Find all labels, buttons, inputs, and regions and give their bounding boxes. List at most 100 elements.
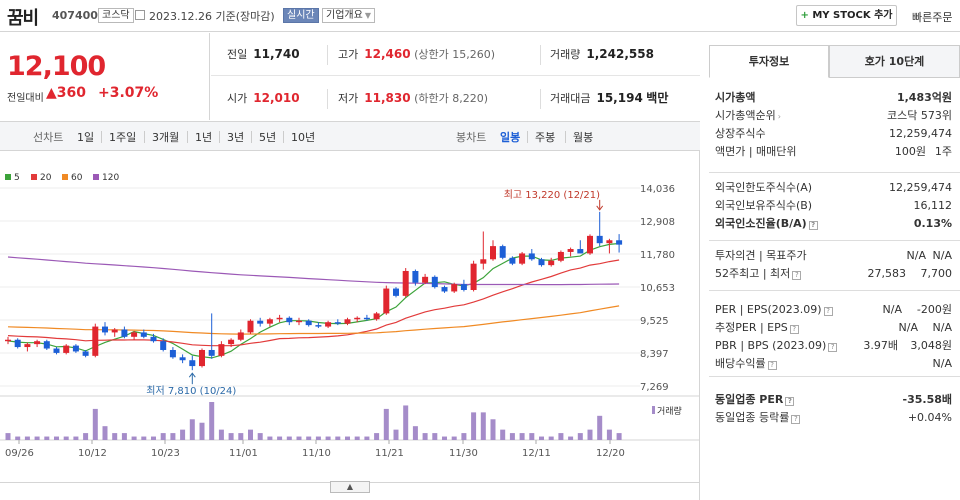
candle-daily[interactable]: 일봉 — [500, 131, 521, 144]
listed-shares-value: 12,259,474 — [889, 127, 952, 140]
candle-body — [111, 329, 118, 333]
foreign-ratio-label: 외국인소진율(B/A)? — [715, 215, 818, 233]
volume-bar — [131, 436, 137, 440]
candle-body — [24, 344, 31, 348]
candle-monthly[interactable]: 월봉 — [573, 131, 594, 144]
candle-body — [140, 332, 147, 337]
candle-body — [189, 360, 196, 367]
amount-value: 15,194 — [596, 91, 643, 105]
y-tick-label: 14,036 — [640, 184, 675, 195]
period-5y[interactable]: 5년 — [259, 131, 277, 144]
candle-body — [480, 259, 487, 264]
candle-body — [354, 317, 361, 320]
volume-bar — [73, 436, 79, 440]
volume-bar — [529, 433, 535, 440]
industry-change-label: 동일업종 등락률? — [715, 409, 801, 427]
high-price: 고가 12,460 (상한가 15,260) — [338, 33, 495, 76]
reference-date: 2023.12.26 기준(장마감) — [149, 10, 275, 23]
legend-ma20: 20 — [31, 173, 51, 183]
volume-bar — [606, 429, 612, 440]
candle-body — [587, 235, 593, 254]
scroll-handle-icon[interactable]: ▲ — [330, 481, 370, 493]
open-price: 시가 12,010 — [227, 77, 300, 120]
period-3m[interactable]: 3개월 — [152, 131, 180, 144]
chevron-right-icon[interactable]: › — [777, 112, 781, 121]
help-icon[interactable]: ? — [767, 361, 777, 370]
trade-unit: 1주 — [934, 145, 952, 158]
volume-bar — [24, 436, 30, 440]
add-mystock-button[interactable]: + MY STOCK 추가 — [796, 5, 897, 26]
period-3y[interactable]: 3년 — [227, 131, 245, 144]
volume-bar — [121, 433, 127, 440]
industry-per-text: 동일업종 PER — [715, 393, 784, 406]
candle-body — [34, 341, 41, 345]
volume-bar — [83, 433, 89, 440]
high-label: 고가 — [338, 48, 359, 61]
volume-bar — [519, 433, 525, 440]
help-icon[interactable]: ? — [792, 271, 802, 280]
low-label: 저가 — [338, 92, 359, 105]
candle-body — [422, 276, 429, 283]
legend-ma5: 5 — [5, 173, 20, 183]
volume-bar — [403, 405, 409, 440]
candle-body — [441, 287, 448, 292]
candle-weekly[interactable]: 주봉 — [535, 131, 556, 144]
price-chart[interactable]: 14,036 12,908 11,780 10,653 9,525 8,397 7,269 최… — [0, 178, 700, 482]
foreign-limit-row: 외국인한도주식수(A) 12,259,474 — [715, 179, 952, 197]
volume-bar — [228, 433, 234, 440]
period-1d[interactable]: 1일 — [77, 131, 95, 144]
period-1y[interactable]: 1년 — [195, 131, 213, 144]
industry-change-value: +0.04% — [907, 411, 952, 424]
candle-body — [53, 348, 60, 353]
candle-body — [490, 246, 496, 260]
legend-swatch — [62, 174, 68, 180]
help-icon[interactable]: ? — [789, 325, 799, 334]
opinion-value: N/A — [906, 249, 926, 262]
legend-swatch — [5, 174, 11, 180]
help-icon[interactable]: ? — [808, 221, 818, 230]
y-tick-label: 11,780 — [640, 250, 675, 261]
market-cap-row: 시가총액 1,483억원 — [715, 89, 952, 107]
period-10y[interactable]: 10년 — [291, 131, 316, 144]
tab-investment-info[interactable]: 투자정보 — [709, 45, 829, 78]
valuation-group: PER | EPS(2023.09)? N/A -200원 추정PER | EPS?… — [709, 291, 960, 377]
est-eps-value: N/A — [932, 321, 952, 334]
divider — [283, 131, 284, 143]
candle-body — [121, 329, 128, 337]
candle-body — [616, 240, 623, 245]
candle-body — [567, 249, 574, 252]
help-icon[interactable]: ? — [791, 415, 801, 424]
par-value: 100원 — [894, 145, 926, 158]
volume-bar — [238, 433, 244, 440]
ma-legend: 5 20 60 120 — [0, 172, 160, 186]
volume-bar — [15, 436, 21, 440]
help-icon[interactable]: ? — [785, 397, 795, 406]
bps-value: 3,048원 — [910, 339, 952, 352]
pbr-text: PBR | BPS (2023.09) — [715, 339, 827, 352]
volume-bar — [422, 433, 428, 440]
candle-body — [102, 326, 108, 333]
volume-bar — [102, 426, 108, 440]
realtime-button[interactable]: 실시간 — [283, 8, 319, 23]
foreign-limit-value: 12,259,474 — [889, 181, 952, 194]
volume-bar — [5, 433, 11, 440]
x-tick-label: 11/30 — [449, 448, 478, 459]
stats-row-2: 시가 12,010 저가 11,830 (하한가 8,220) 거래대금 15,194… — [211, 77, 700, 120]
amount-unit: 백만 — [646, 91, 669, 105]
help-icon[interactable]: ? — [823, 307, 833, 316]
quick-order-link[interactable]: 빠른주문 — [912, 11, 953, 24]
volume-bar — [209, 402, 215, 440]
divider — [565, 131, 566, 143]
help-icon[interactable]: ? — [828, 343, 838, 352]
legend-swatch — [93, 174, 99, 180]
tab-order-book[interactable]: 호가 10단계 — [829, 45, 960, 78]
company-overview-dropdown[interactable]: 기업개요 ▼ — [322, 8, 375, 23]
pbr-row: PBR | BPS (2023.09)? 3.97배 3,048원 — [715, 337, 952, 355]
period-1w[interactable]: 1주일 — [109, 131, 137, 144]
volume-bar — [471, 412, 477, 440]
divider — [219, 131, 220, 143]
x-tick-label: 12/20 — [596, 448, 625, 459]
candle-body — [470, 263, 477, 290]
volume: 거래량 1,242,558 — [550, 33, 654, 76]
foreign-ratio-value: 0.13% — [913, 217, 952, 230]
